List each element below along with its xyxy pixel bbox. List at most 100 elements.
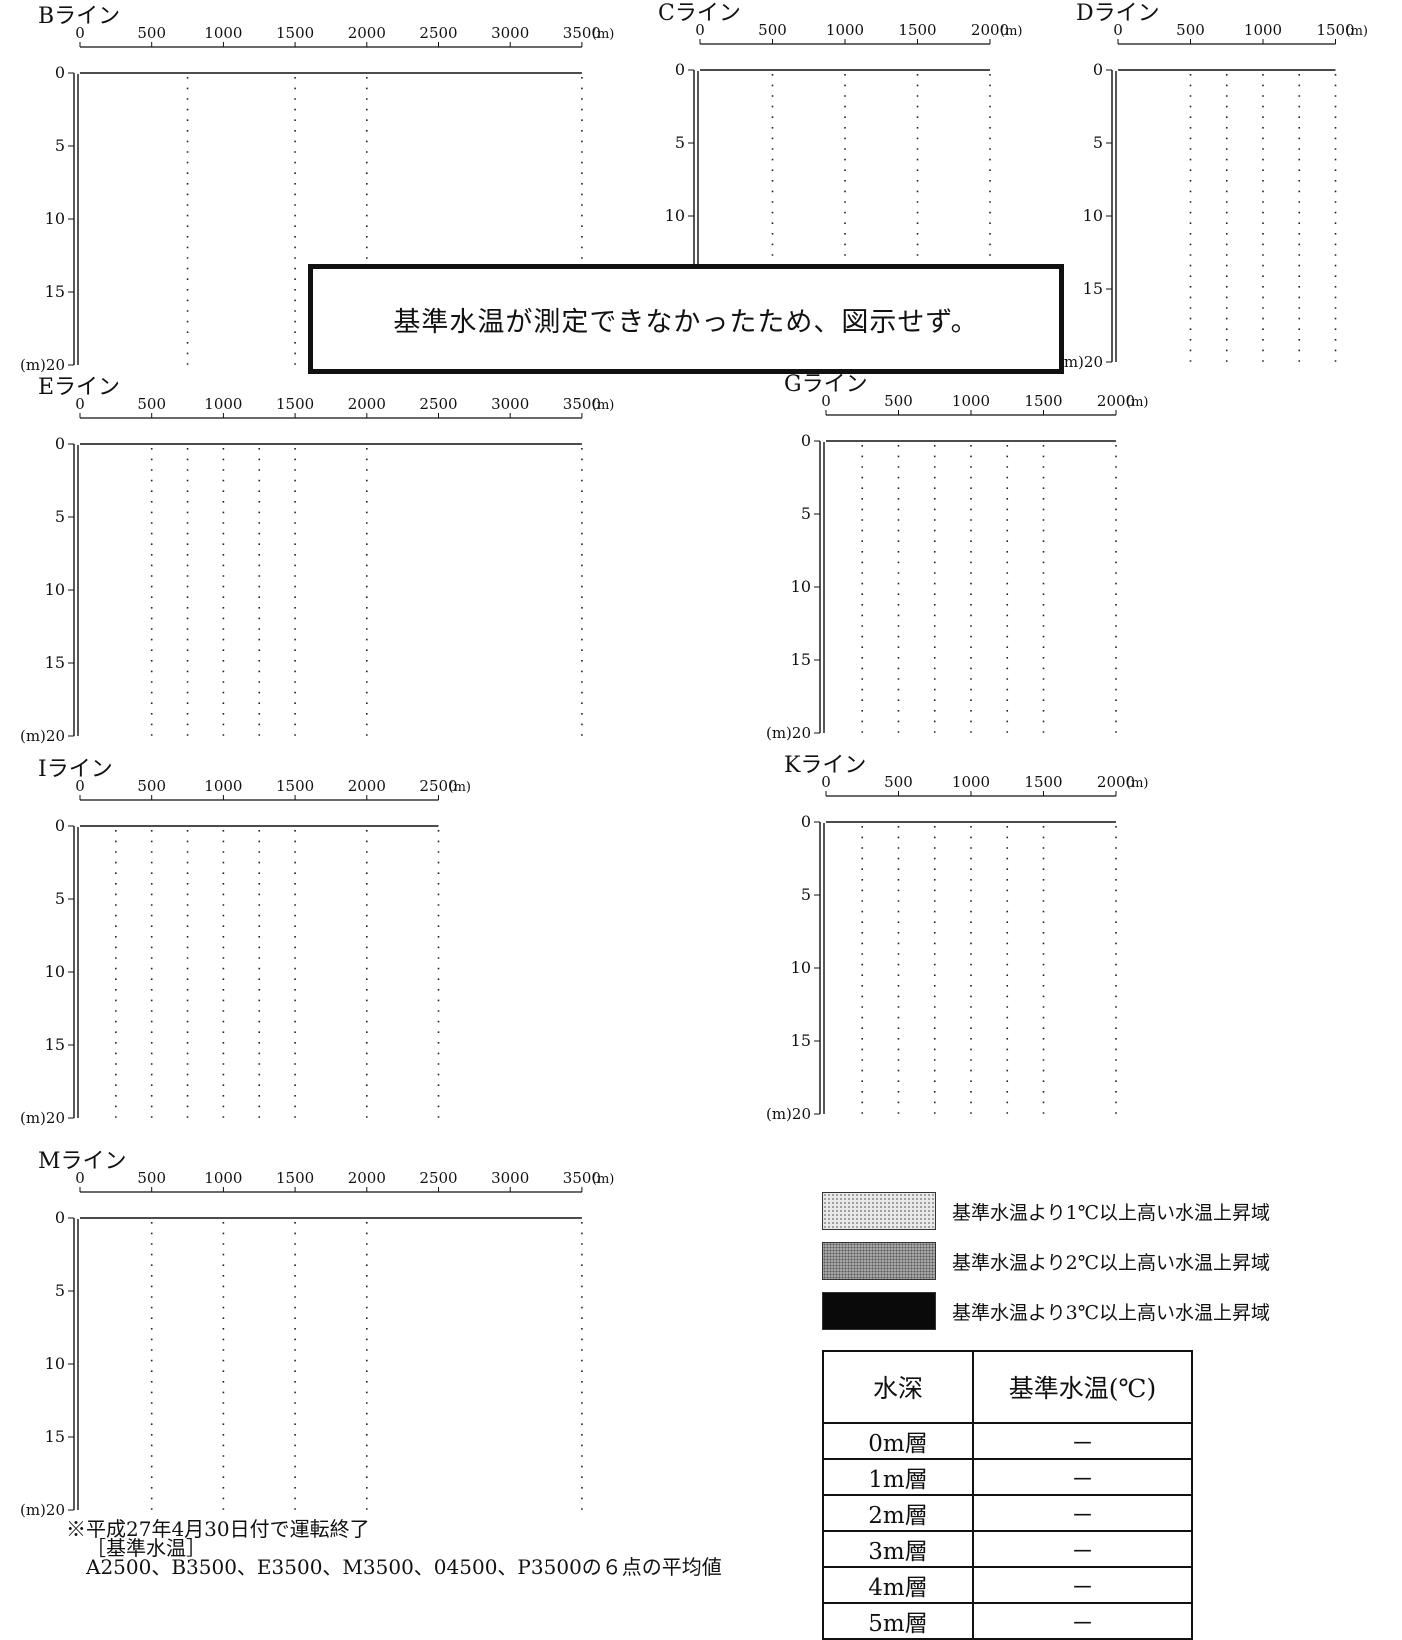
distance-tick-label: 3500	[563, 395, 601, 413]
distance-tick-label: 1500	[276, 24, 314, 42]
distance-tick-label: 0	[1113, 21, 1123, 39]
depth-tick-label: 5	[55, 507, 65, 526]
section-title: Mライン	[38, 1149, 127, 1174]
table-row: 0m層 －	[822, 1422, 1193, 1460]
distance-tick-label: 500	[884, 773, 913, 791]
depth-tick-label: 0	[1093, 60, 1103, 79]
depth-tick-label: 0	[675, 60, 685, 79]
footnote: ※平成27年4月30日付で運転終了 ［基準水温］ A2500、B3500、E35…	[66, 1519, 722, 1579]
legend-item-2c: 基準水温より2℃以上高い水温上昇域	[822, 1242, 1270, 1280]
depth-cell: 0m層	[822, 1422, 974, 1460]
depth-tick-label: 10	[45, 580, 65, 599]
distance-tick-label: 1000	[826, 21, 864, 39]
distance-tick-label: 1500	[1316, 21, 1354, 39]
depth-max-label: (m)20	[766, 1105, 811, 1123]
distance-tick-label: 2000	[1097, 773, 1135, 791]
depth-tick-label: 5	[55, 1281, 65, 1300]
depth-tick-label: 15	[45, 1035, 65, 1054]
distance-tick-label: 2000	[348, 395, 386, 413]
temp-cell: －	[972, 1458, 1193, 1496]
depth-max-label: (m)20	[1058, 353, 1103, 371]
depth-tick-label: 5	[801, 504, 811, 523]
distance-tick-label: 1500	[1024, 773, 1062, 791]
legend-item-1c: 基準水温より1℃以上高い水温上昇域	[822, 1192, 1270, 1230]
distance-tick-label: 2500	[419, 1169, 457, 1187]
section-title: Bライン	[38, 4, 120, 29]
distance-tick-label: 1000	[204, 1169, 242, 1187]
depth-tick-label: 5	[55, 136, 65, 155]
distance-tick-label: 2000	[1097, 392, 1135, 410]
distance-tick-label: 2000	[348, 1169, 386, 1187]
distance-tick-label: 1500	[898, 21, 936, 39]
distance-tick-label: 1000	[204, 777, 242, 795]
distance-tick-label: 1000	[204, 24, 242, 42]
legend-swatch-light	[822, 1192, 936, 1230]
distance-tick-label: 3000	[491, 1169, 529, 1187]
depth-max-label: (m)20	[20, 356, 65, 374]
notice-text: 基準水温が測定できなかったため、図示せず。	[393, 306, 979, 338]
depth-tick-label: 15	[791, 1031, 811, 1050]
footnote-reference-heading: ［基準水温］	[86, 1536, 206, 1560]
legend-swatch-dark	[822, 1292, 936, 1330]
depth-tick-label: 15	[791, 650, 811, 669]
table-header-row: 水深 基準水温(℃)	[822, 1350, 1193, 1424]
distance-tick-label: 500	[137, 777, 166, 795]
distance-tick-label: 500	[137, 24, 166, 42]
header-reference-temp: 基準水温(℃)	[972, 1350, 1193, 1424]
distance-tick-label: 500	[137, 1169, 166, 1187]
distance-tick-label: 0	[821, 773, 831, 791]
distance-unit-label: (m)	[592, 1172, 614, 1187]
distance-tick-label: 2000	[971, 21, 1009, 39]
distance-tick-label: 500	[758, 21, 787, 39]
depth-tick-label: 10	[791, 958, 811, 977]
distance-tick-label: 500	[137, 395, 166, 413]
distance-tick-label: 1500	[276, 395, 314, 413]
distance-tick-label: 0	[75, 1169, 85, 1187]
table-row: 2m層 －	[822, 1494, 1193, 1532]
depth-tick-label: 10	[1083, 206, 1103, 225]
depth-cell: 3m層	[822, 1530, 974, 1568]
distance-tick-label: 0	[75, 777, 85, 795]
distance-tick-label: 3500	[563, 1169, 601, 1187]
legend-item-3c: 基準水温より3℃以上高い水温上昇域	[822, 1292, 1270, 1330]
footnote-reference-points: A2500、B3500、E3500、M3500、04500、P3500の６点の平…	[86, 1555, 722, 1579]
distance-tick-label: 2500	[419, 395, 457, 413]
reference-temperature-table: 水深 基準水温(℃) 0m層 － 1m層 － 2m層 － 3m層 － 4m層 －…	[822, 1350, 1193, 1640]
distance-tick-label: 0	[75, 395, 85, 413]
table-row: 3m層 －	[822, 1530, 1193, 1568]
distance-tick-label: 3500	[563, 24, 601, 42]
legend-swatch-medium	[822, 1242, 936, 1280]
distance-unit-label: (m)	[592, 27, 614, 42]
section-title: Gライン	[784, 372, 868, 397]
table-row: 1m層 －	[822, 1458, 1193, 1496]
depth-tick-label: 0	[55, 816, 65, 835]
distance-tick-label: 1000	[204, 395, 242, 413]
depth-tick-label: 0	[801, 812, 811, 831]
temp-cell: －	[972, 1494, 1193, 1532]
table-row: 4m層 －	[822, 1566, 1193, 1604]
distance-unit-label: (m)	[592, 398, 614, 413]
depth-tick-label: 0	[55, 1208, 65, 1227]
depth-cell: 4m層	[822, 1566, 974, 1604]
legend-label: 基準水温より1℃以上高い水温上昇域	[952, 1201, 1270, 1224]
distance-tick-label: 1000	[952, 773, 990, 791]
header-depth: 水深	[822, 1350, 974, 1424]
distance-tick-label: 2500	[419, 24, 457, 42]
distance-tick-label: 3000	[491, 395, 529, 413]
depth-tick-label: 5	[675, 133, 685, 152]
depth-max-label: (m)20	[20, 1501, 65, 1519]
distance-tick-label: 2000	[348, 24, 386, 42]
temp-cell: －	[972, 1530, 1193, 1568]
depth-max-label: (m)20	[20, 727, 65, 745]
temp-cell: －	[972, 1602, 1193, 1640]
distance-unit-label: (m)	[1126, 395, 1148, 410]
legend-label: 基準水温より2℃以上高い水温上昇域	[952, 1251, 1270, 1274]
distance-tick-label: 2500	[419, 777, 457, 795]
distance-unit-label: (m)	[1346, 24, 1368, 39]
depth-tick-label: 15	[1083, 279, 1103, 298]
